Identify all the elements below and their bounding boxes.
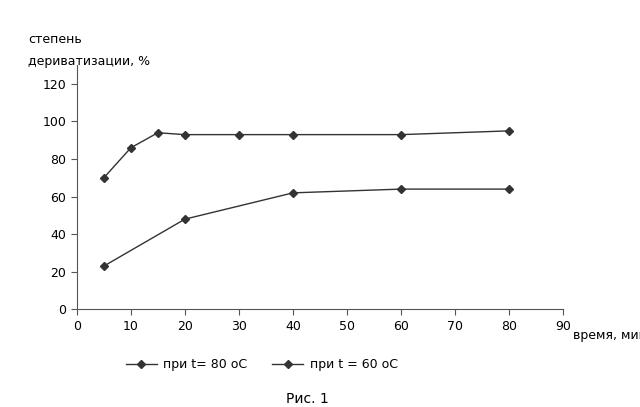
Text: дериватизации, %: дериватизации, %	[28, 55, 150, 68]
при t= 80 оС	[289, 132, 297, 137]
при t = 60 оС	[506, 187, 513, 192]
при t= 80 оС	[181, 132, 189, 137]
при t= 80 оС	[154, 130, 162, 135]
Line: при t = 60 оС: при t = 60 оС	[101, 186, 512, 269]
при t= 80 оС	[506, 129, 513, 133]
Text: время, мин: время, мин	[573, 329, 640, 342]
при t= 80 оС	[235, 132, 243, 137]
при t= 80 оС	[100, 175, 108, 180]
Text: Рис. 1: Рис. 1	[286, 392, 328, 406]
при t = 60 оС	[289, 190, 297, 195]
Text: степень: степень	[28, 33, 82, 46]
Line: при t= 80 оС: при t= 80 оС	[101, 128, 512, 181]
при t = 60 оС	[100, 264, 108, 269]
при t = 60 оС	[397, 187, 405, 192]
при t= 80 оС	[127, 145, 134, 150]
при t = 60 оС	[181, 217, 189, 221]
при t= 80 оС	[397, 132, 405, 137]
Legend: при t= 80 оС, при t = 60 оС: при t= 80 оС, при t = 60 оС	[120, 353, 403, 376]
